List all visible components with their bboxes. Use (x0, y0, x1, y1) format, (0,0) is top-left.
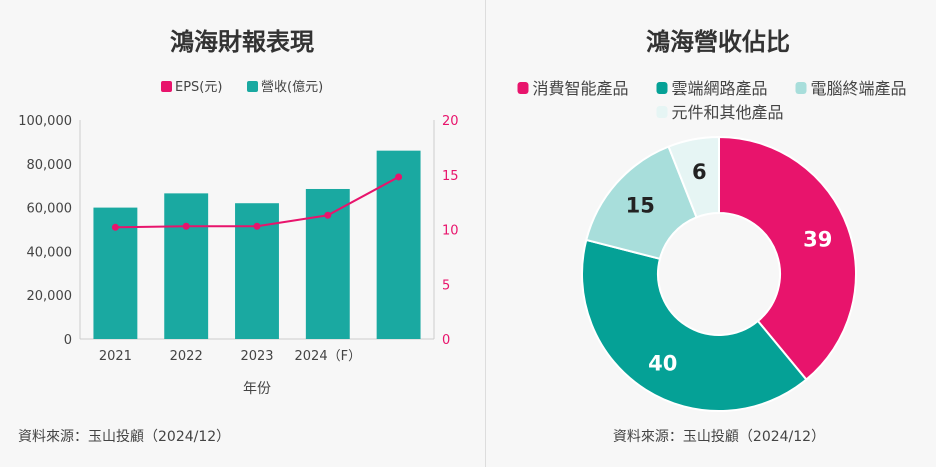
right-y-tick-label: 10 (442, 224, 459, 239)
x-tick-label: 2021 (99, 349, 132, 364)
slice-value-label: 15 (626, 194, 655, 218)
slice-value-label: 39 (803, 227, 832, 251)
x-tick-label: 2023 (240, 349, 273, 364)
legend-marker (795, 82, 807, 94)
x-axis-label: 年份 (243, 381, 271, 397)
left-y-tick-label: 60,000 (27, 202, 73, 217)
slice-value-label: 6 (692, 160, 707, 184)
financial-combo-chart: 鴻海財報表現 EPS(元) 營收(億元) 0 20,000 40,000 60,000 8… (18, 28, 459, 445)
legend-item-label[interactable]: 雲端網路產品 (672, 79, 768, 98)
legend-marker (247, 81, 258, 92)
donut-slice (718, 135, 857, 381)
eps-point (111, 223, 119, 231)
legend-item-label[interactable]: 消費智能產品 (533, 79, 629, 98)
left-y-tick-label: 0 (64, 333, 72, 348)
revenue-share-panel: 鴻海營收佔比 消費智能產品 雲端網路產品 電腦終端產品元件和其他產品 39 40 15 6… (487, 0, 936, 467)
revenue-bar (164, 193, 209, 339)
revenue-bars (93, 150, 421, 339)
legend-marker (161, 81, 172, 92)
financial-legend[interactable]: EPS(元) 營收(億元) (161, 79, 323, 95)
right-y-tick-label: 5 (442, 278, 450, 293)
panel-divider (485, 0, 486, 467)
financial-chart-panel: 鴻海財報表現 EPS(元) 營收(億元) 0 20,000 40,000 60,000 8… (18, 28, 459, 445)
legend-item-label[interactable]: 營收(億元) (261, 79, 323, 95)
eps-line (111, 173, 403, 231)
right-y-tick-label: 15 (442, 169, 459, 184)
legend-marker (656, 106, 668, 118)
right-y-tick-label: 20 (442, 114, 459, 129)
donut-slice (581, 238, 808, 412)
donut-slice (585, 145, 698, 261)
right-y-tick-label: 0 (442, 333, 450, 348)
eps-point (395, 173, 403, 181)
donut: 39 40 15 6 (581, 135, 857, 412)
eps-point (253, 222, 261, 230)
financial-source-note: 資料來源：玉山投顧（2024/12） (18, 429, 230, 445)
axes: 0 20,000 40,000 60,000 80,000 100,000 0 5 10 15 20… (18, 114, 458, 397)
eps-point (182, 222, 190, 230)
left-y-tick-label: 100,000 (18, 114, 72, 129)
donut-slice (667, 135, 720, 219)
x-tick-label: 2024（F） (295, 349, 362, 364)
left-y-tick-label: 80,000 (27, 158, 73, 173)
slice-value-label: 40 (648, 352, 677, 376)
financial-chart-title: 鴻海財報表現 (170, 28, 314, 56)
eps-point (324, 211, 332, 219)
revenue-share-title: 鴻海營收佔比 (646, 28, 790, 56)
legend-item-label[interactable]: 元件和其他產品 (672, 103, 784, 122)
left-y-tick-label: 20,000 (27, 289, 73, 304)
legend-item-label[interactable]: EPS(元) (175, 80, 222, 95)
legend-marker (656, 82, 668, 94)
legend-item-label[interactable]: 電腦終端產品 (811, 79, 907, 98)
legend-marker (517, 82, 529, 94)
revenue-bar (376, 150, 421, 339)
x-tick-label: 2022 (170, 349, 203, 364)
revenue-bar (305, 188, 350, 339)
revenue-share-source-note: 資料來源：玉山投顧（2024/12） (613, 429, 825, 445)
left-y-tick-label: 40,000 (27, 245, 73, 260)
